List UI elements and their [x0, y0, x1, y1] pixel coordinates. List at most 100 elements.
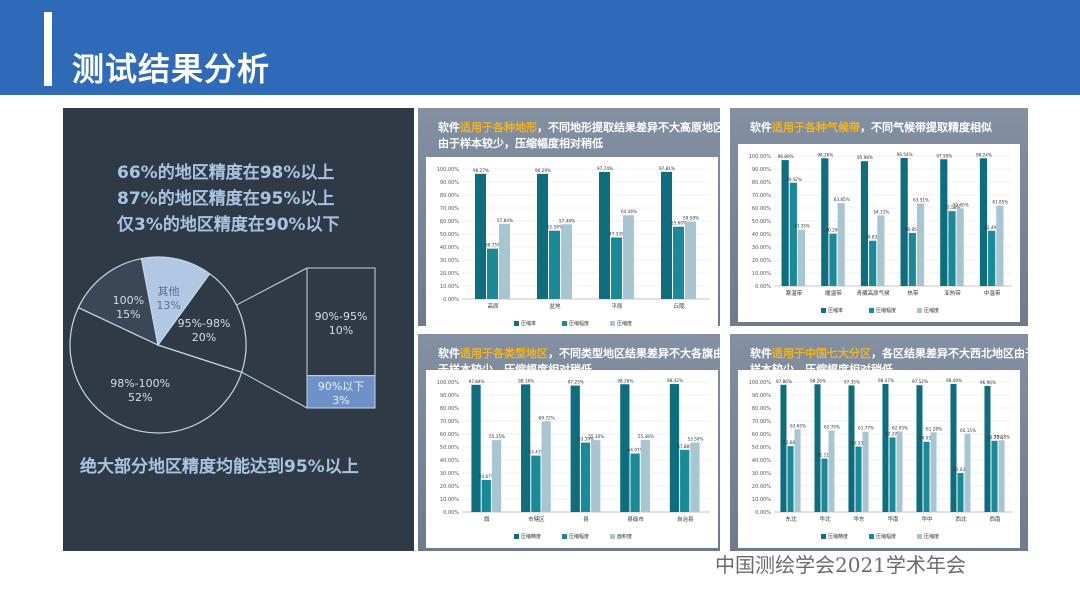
legend-label: 压缩率: [521, 320, 536, 327]
chart-title-climate: 软件适用于各种气候带，不同气候带提取精度相似: [750, 121, 992, 134]
bar-value-label: 50.68%: [783, 440, 799, 445]
y-tick-label: 100.00%: [437, 380, 459, 386]
y-tick-label: 40.00%: [752, 232, 771, 238]
bar-value-label: 97.74%: [597, 166, 613, 171]
x-category-label: 县级市: [627, 515, 644, 523]
chart-plot-climate: 100.00% 90.00% 80.00% 70.00% 60.00% 50.00% 40.…: [738, 144, 1020, 322]
bar-value-label: 79.42%: [786, 177, 802, 182]
connector-line: [236, 267, 308, 306]
bar: [950, 383, 957, 512]
bar: [794, 429, 801, 512]
bar: [661, 171, 672, 299]
pie-slice-pct: 15%: [116, 308, 140, 321]
bar: [829, 233, 837, 286]
bar-value-label: 57.84%: [497, 218, 513, 223]
x-category-label: 自治县: [677, 515, 694, 523]
bar: [599, 171, 610, 299]
pie-slice-label: 100%: [113, 294, 144, 307]
bar: [930, 432, 937, 512]
y-tick-label: 0.00%: [443, 510, 459, 516]
y-tick-label: 80.00%: [440, 406, 459, 412]
bar-value-label: 63.65%: [790, 423, 806, 428]
x-category-label: 暖温带: [825, 289, 842, 297]
bar: [877, 215, 885, 286]
y-tick-label: 60.00%: [752, 206, 771, 212]
y-tick-label: 60.00%: [440, 219, 459, 225]
bar: [862, 431, 869, 512]
bar: [896, 431, 903, 512]
y-tick-label: 20.00%: [752, 484, 771, 490]
y-tick-label: 0.00%: [443, 297, 459, 303]
breakout-label: 90%-95%: [315, 310, 368, 323]
legend-swatch: [821, 308, 826, 313]
bar-value-label: 61.28%: [926, 426, 942, 431]
bar-value-label: 98.49%: [946, 378, 962, 383]
bar: [821, 458, 828, 512]
y-tick-label: 10.00%: [440, 497, 459, 503]
bar: [988, 230, 996, 286]
legend-swatch: [514, 321, 519, 326]
pie-slice: [140, 256, 211, 347]
bar-value-label: 42.49%: [984, 225, 1000, 230]
bar: [630, 453, 640, 512]
bar-value-label: 95.98%: [857, 155, 873, 160]
bar-value-label: 98.47%: [878, 378, 894, 383]
bar: [491, 440, 502, 512]
x-category-label: 中温带: [984, 289, 1001, 297]
y-tick-label: 0.00%: [755, 284, 771, 290]
bar-value-label: 96.29%: [535, 168, 551, 173]
bar-value-label: 62.05%: [892, 425, 908, 430]
bar: [821, 158, 829, 286]
bar-value-label: 97.50%: [936, 153, 952, 158]
bar-value-label: 41.11%: [817, 453, 833, 458]
bar-value-label: 53.39%: [578, 437, 594, 442]
legend-swatch: [610, 321, 615, 326]
bar-value-label: 97.81%: [659, 166, 675, 171]
bar: [521, 384, 531, 512]
y-tick-label: 30.00%: [752, 471, 771, 477]
bar: [964, 433, 971, 512]
legend-label: 压缩幅度: [569, 320, 589, 327]
x-category-label: 平原: [611, 303, 623, 310]
bar-value-label: 98.26%: [617, 378, 633, 383]
bar-value-label: 40.85%: [905, 227, 921, 232]
bar-value-label: 63.85%: [834, 197, 850, 202]
bar: [996, 205, 1004, 286]
bar-value-label: 24.67%: [479, 474, 495, 479]
x-category-label: 丘陵: [673, 302, 685, 310]
stat-line-2: 87%的地区精度在95%以上: [117, 189, 335, 209]
y-tick-label: 100.00%: [749, 380, 771, 386]
bar: [669, 384, 680, 512]
bar: [570, 385, 580, 512]
bar: [923, 441, 930, 512]
bar: [475, 173, 486, 299]
bar-value-label: 98.42%: [667, 378, 683, 383]
breakout-segment: [306, 267, 376, 377]
bar: [869, 240, 877, 286]
pie-slice-label: 其他: [158, 285, 180, 298]
bar: [984, 385, 991, 512]
bar: [623, 215, 634, 299]
x-category-label: 热带: [907, 289, 919, 297]
bar-value-label: 59.60%: [953, 203, 969, 208]
bar: [882, 383, 889, 512]
bar-value-label: 54.05%: [919, 436, 935, 441]
bar: [673, 226, 684, 299]
legend-label: 压缩度: [617, 320, 632, 327]
bar-value-label: 97.25%: [568, 380, 584, 385]
bar-value-label: 97.84%: [469, 379, 485, 384]
legend-label: 压缩度: [924, 533, 939, 540]
y-tick-label: 30.00%: [752, 245, 771, 251]
chart-panel-seven-regions: 软件适用于中国七大分区，各区结果差异不大西北地区由于样本较少，压缩幅度相对稍低 …: [730, 334, 1036, 551]
bar-value-label: 98.16%: [518, 378, 534, 383]
bar: [481, 479, 491, 512]
y-tick-label: 100.00%: [749, 154, 771, 160]
x-category-label: 青藏高原气候: [857, 289, 891, 297]
bar: [537, 173, 548, 299]
bar-value-label: 59.58%: [683, 216, 699, 221]
x-category-label: 西南: [989, 515, 1001, 523]
bar: [797, 229, 806, 286]
legend-label: 压缩幅度: [876, 307, 896, 314]
bar: [787, 446, 794, 512]
chart-panel-climate: 软件适用于各种气候带，不同气候带提取精度相似 100.00% 90.00% 80.0…: [730, 108, 1028, 326]
